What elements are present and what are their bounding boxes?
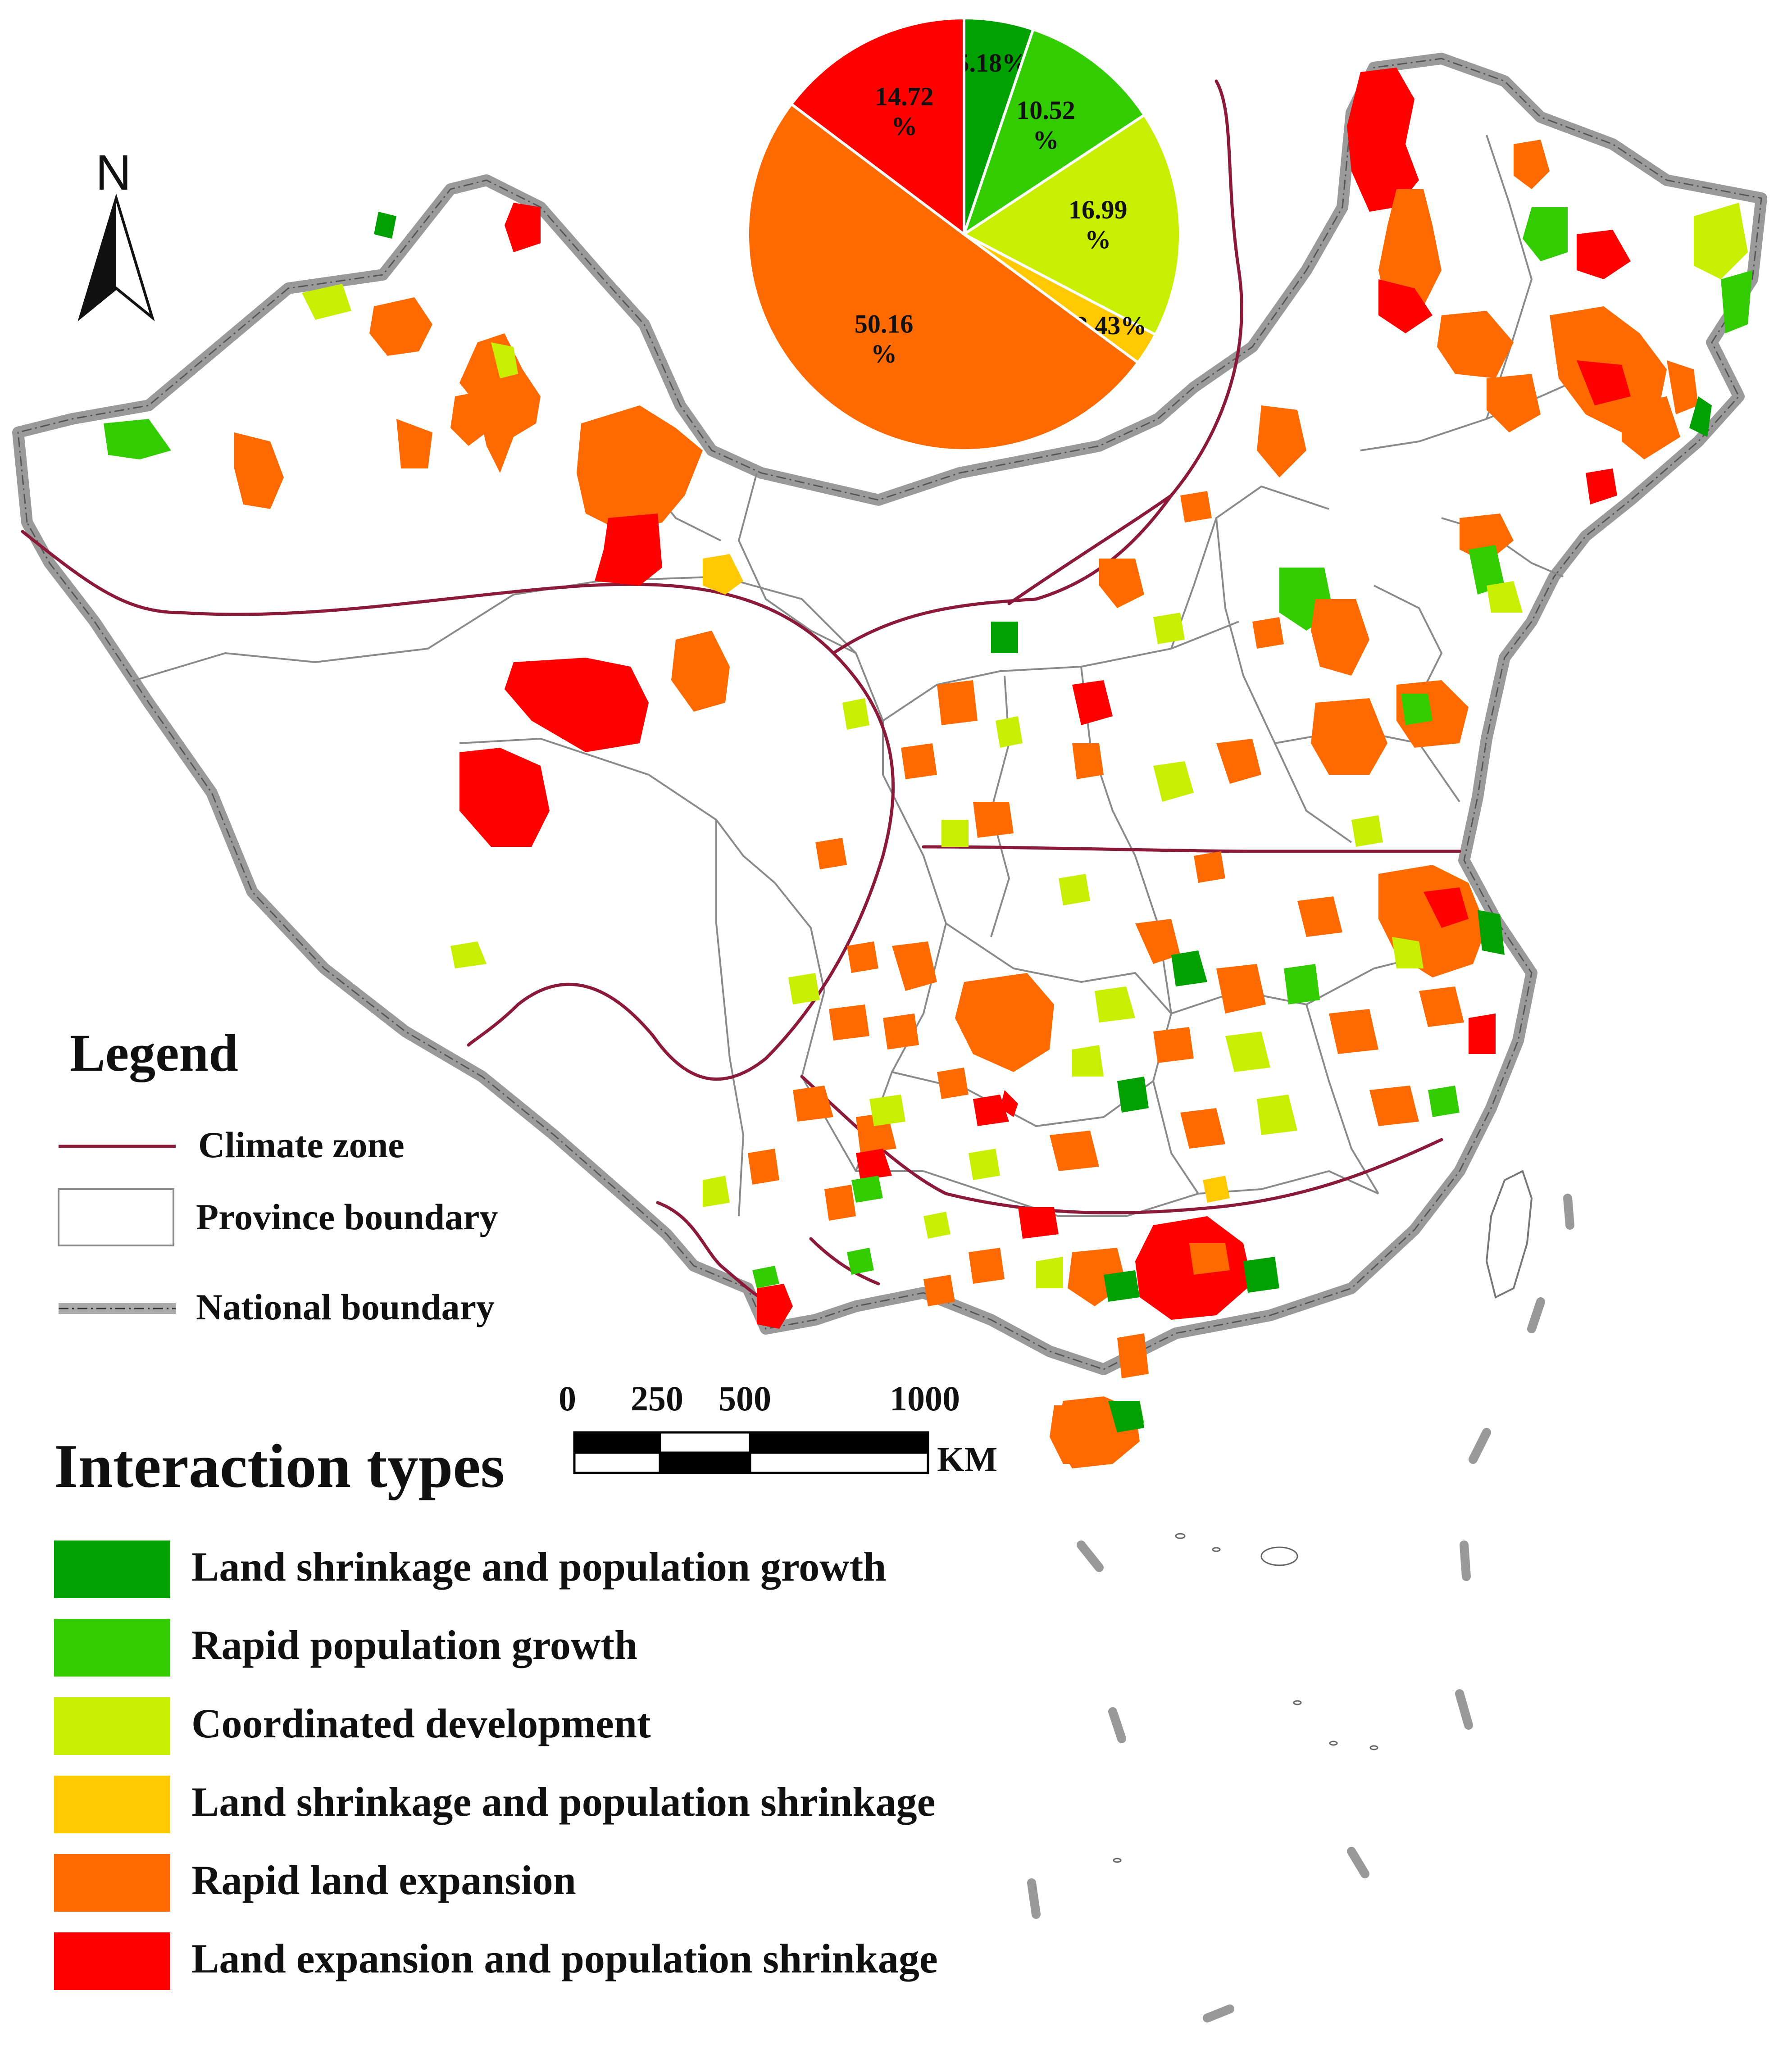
type-label-coordinated-development: Coordinated development	[191, 1700, 651, 1746]
swatch-rapid-population-growth	[54, 1619, 170, 1677]
scale-tick-1000: 1000	[890, 1379, 960, 1418]
climate-zone-lines	[21, 79, 1461, 1308]
pie-label-5: 14.72%	[875, 82, 934, 141]
pie-slice-4	[746, 102, 1140, 452]
swatch-land-shrinkage-population-growth	[54, 1541, 170, 1598]
pie-slice-2	[961, 113, 1182, 337]
scale-tick-500: 500	[719, 1379, 771, 1418]
type-label-land-shrinkage-population-shrinkage: Land shrinkage and population shrinkage	[191, 1779, 936, 1825]
scale-unit: KM	[937, 1440, 998, 1479]
type-label-rapid-population-growth: Rapid population growth	[191, 1622, 638, 1668]
legend-item-national-boundary: National boundary	[196, 1286, 495, 1327]
taiwan-outline	[1485, 1170, 1533, 1299]
legend-title: Legend	[70, 1023, 238, 1082]
pie-label-1: 10.52%	[1016, 95, 1075, 155]
north-arrow-icon	[77, 193, 155, 322]
swatch-land-shrinkage-population-shrinkage	[54, 1776, 170, 1833]
legend-item-climate-zone: Climate zone	[198, 1124, 405, 1165]
pie-label-2: 16.99%	[1069, 195, 1128, 254]
legend-item-province-boundary: Province boundary	[196, 1196, 498, 1237]
south-china-sea-dashes	[1027, 1194, 1574, 2022]
type-label-rapid-land-expansion: Rapid land expansion	[191, 1857, 576, 1903]
region-patches	[104, 68, 1752, 1468]
scale-tick-250: 250	[631, 1379, 683, 1418]
islands	[1113, 1533, 1378, 1863]
scale-bar	[573, 1431, 929, 1474]
pie-slice-1	[961, 27, 1146, 238]
swatch-rapid-land-expansion	[54, 1854, 170, 1912]
province-boundary-symbol	[58, 1188, 174, 1246]
pie-label-0: 5.18%	[956, 48, 1028, 77]
north-label: N	[96, 145, 132, 200]
scale-tick-0: 0	[559, 1379, 576, 1418]
pie-chart: 5.18%10.52 %16.99 %2.43%50.16 %14.72%	[746, 16, 1182, 452]
swatch-coordinated-development	[54, 1697, 170, 1755]
type-label-land-expansion-population-shrinkage: Land expansion and population shrinkage	[191, 1936, 938, 1981]
national-boundary	[12, 53, 1767, 1375]
pie-label-4: 50.16%	[855, 309, 914, 368]
swatch-land-expansion-population-shrinkage	[54, 1932, 170, 1990]
type-label-land-shrinkage-population-growth: Land shrinkage and population growth	[191, 1544, 887, 1590]
pie-slice-5	[789, 16, 965, 237]
interaction-types-title: Interaction types	[54, 1432, 505, 1500]
